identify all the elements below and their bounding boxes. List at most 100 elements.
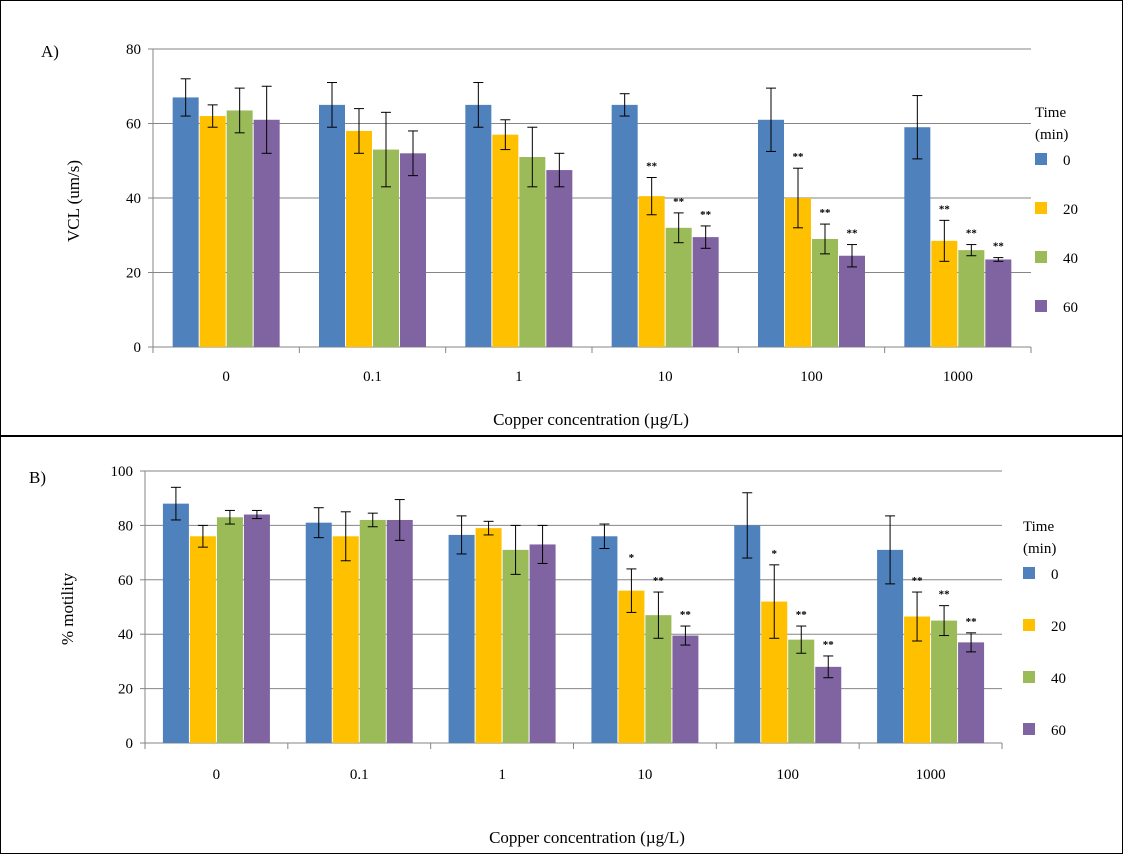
b-bar <box>591 536 618 743</box>
b-significance-mark: ** <box>823 639 835 651</box>
b-significance-mark: ** <box>680 609 692 621</box>
a-y-tick-label: 80 <box>126 42 141 58</box>
a-bar <box>199 116 226 347</box>
a-bar <box>172 97 199 347</box>
b-bar <box>216 517 243 743</box>
a-bar <box>519 157 546 347</box>
a-significance-mark: ** <box>966 228 978 240</box>
a-bar <box>638 196 665 347</box>
a-bar <box>319 104 345 347</box>
b-bar <box>788 639 815 743</box>
b-significance-mark: * <box>629 552 635 564</box>
a-bar <box>465 104 492 347</box>
b-significance-mark: ** <box>966 616 978 628</box>
a-x-tick-label: 10 <box>658 369 673 385</box>
a-significance-mark: ** <box>793 151 805 163</box>
b-bar <box>618 590 645 743</box>
a-bar <box>346 130 372 347</box>
a-significance-mark: ** <box>847 228 859 240</box>
a-x-tick-label: 1000 <box>943 369 973 385</box>
a-y-tick-label: 0 <box>134 340 142 356</box>
b-bar <box>958 642 985 743</box>
b-significance-mark: ** <box>796 609 808 621</box>
b-legend-title: (min) <box>1023 541 1056 557</box>
panel-b: 0 20 40 60 80 100 0 0.1 1 10 100 1000 * * ** ** ** ** ** **… <box>0 436 1123 854</box>
a-legend-label: 0 <box>1063 153 1071 169</box>
b-bar <box>332 536 359 743</box>
b-bar <box>529 544 556 743</box>
a-bar <box>692 237 719 347</box>
b-bar <box>448 534 475 743</box>
a-significance-mark: ** <box>820 207 832 219</box>
a-x-tick-label: 100 <box>800 369 823 385</box>
a-bar <box>758 119 784 348</box>
a-legend-label: 40 <box>1063 251 1078 267</box>
a-legend-swatch <box>1035 202 1047 214</box>
b-legend-title: Time <box>1023 519 1054 535</box>
b-legend-label: 40 <box>1051 671 1066 687</box>
b-bar <box>189 536 216 743</box>
a-bar <box>226 110 253 348</box>
b-y-tick-label: 20 <box>118 682 133 698</box>
b-bar <box>672 635 699 743</box>
b-significance-mark: * <box>772 548 778 560</box>
a-y-tick-label: 40 <box>126 191 141 207</box>
a-legend-swatch <box>1035 153 1047 165</box>
b-y-tick-label: 60 <box>118 573 133 589</box>
b-bar <box>386 519 413 743</box>
b-legend-swatch <box>1023 723 1035 735</box>
a-bar <box>812 238 838 347</box>
a-bar <box>665 227 692 347</box>
b-y-tick-label: 80 <box>118 518 133 534</box>
a-x-tick-label: 0.1 <box>363 369 382 385</box>
b-y-tick-label: 40 <box>118 627 133 643</box>
a-bar <box>904 127 931 347</box>
b-x-tick-label: 1000 <box>916 767 946 783</box>
b-legend-swatch <box>1023 671 1035 683</box>
b-y-tick-label: 100 <box>111 464 134 480</box>
b-legend-swatch <box>1023 619 1035 631</box>
b-bar <box>162 503 189 743</box>
b-x-tick-label: 0 <box>213 767 221 783</box>
a-legend-label: 20 <box>1063 202 1078 218</box>
a-bar <box>253 119 280 348</box>
b-significance-mark: ** <box>653 575 665 587</box>
b-significance-mark: ** <box>939 589 951 601</box>
b-legend-label: 20 <box>1051 619 1066 635</box>
b-panel-label: B) <box>29 468 46 487</box>
panel-a: 0 20 40 60 80 0 0.1 1 10 100 1000 ** ** ** ** ** ** ** ** *… <box>0 0 1123 436</box>
a-bar <box>400 153 426 347</box>
a-bar <box>958 250 985 347</box>
a-x-axis-title: Copper concentration (µg/L) <box>493 410 689 429</box>
chart-a: 0 20 40 60 80 0 0.1 1 10 100 1000 ** ** ** ** ** ** ** ** *… <box>41 42 1078 429</box>
b-significance-mark: ** <box>912 575 924 587</box>
b-y-axis-title: % motility <box>58 572 77 645</box>
a-legend-title: (min) <box>1035 127 1068 143</box>
b-bar <box>475 528 502 743</box>
a-y-tick-label: 20 <box>126 266 141 282</box>
a-x-tick-label: 1 <box>515 369 523 385</box>
b-legend-label: 60 <box>1051 723 1066 739</box>
b-bar <box>502 549 529 743</box>
a-y-tick-label: 60 <box>126 117 141 133</box>
a-legend-title: Time <box>1035 105 1066 121</box>
b-legend-swatch <box>1023 567 1035 579</box>
b-x-tick-label: 100 <box>777 767 800 783</box>
a-significance-mark: ** <box>673 196 685 208</box>
b-x-tick-label: 0.1 <box>350 767 369 783</box>
b-y-tick-label: 0 <box>126 736 134 752</box>
b-x-axis-title: Copper concentration (µg/L) <box>489 828 685 847</box>
a-significance-mark: ** <box>939 203 951 215</box>
a-x-tick-label: 0 <box>222 369 230 385</box>
a-panel-label: A) <box>41 42 59 61</box>
a-bar <box>985 259 1012 347</box>
b-x-tick-label: 10 <box>637 767 652 783</box>
a-bar <box>546 170 573 347</box>
a-significance-mark: ** <box>700 209 712 221</box>
a-bar <box>839 255 865 347</box>
b-bar <box>815 666 842 743</box>
a-significance-mark: ** <box>993 241 1005 253</box>
b-bar <box>359 519 386 743</box>
a-y-axis-title: VCL (um/s) <box>64 160 83 242</box>
